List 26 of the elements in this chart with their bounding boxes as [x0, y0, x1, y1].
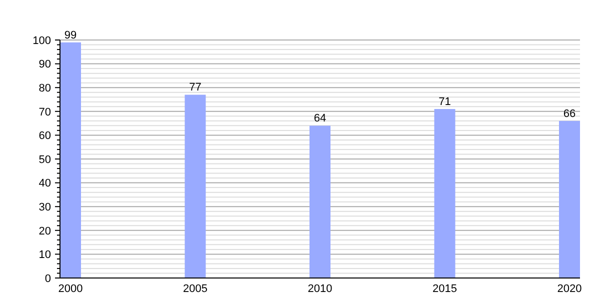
y-tick-label: 60 — [38, 130, 51, 142]
bar — [559, 120, 580, 278]
bar — [60, 42, 81, 278]
x-tick-label: 2010 — [308, 283, 332, 295]
bar — [310, 126, 330, 278]
x-tick-label: 2020 — [557, 283, 582, 295]
y-tick-label: 80 — [38, 82, 51, 94]
bar — [434, 109, 456, 278]
y-tick-label: 40 — [38, 178, 51, 190]
data-label: 99 — [64, 29, 77, 42]
x-tick-label: 2005 — [183, 283, 208, 295]
data-label: 71 — [438, 96, 451, 108]
x-tick-label: 2000 — [58, 283, 83, 295]
y-tick-label: 20 — [38, 225, 51, 238]
y-tick-label: 90 — [38, 58, 51, 71]
data-label: 66 — [563, 108, 576, 120]
x-tick-label: 2015 — [432, 283, 457, 295]
y-tick-label: 70 — [38, 106, 51, 118]
y-tick-label: 100 — [32, 34, 51, 47]
y-tick-label: 50 — [38, 154, 51, 166]
y-tick-label: 10 — [38, 249, 51, 262]
data-label: 77 — [189, 82, 202, 94]
y-tick-label: 30 — [38, 201, 51, 214]
y-tick-label: 0 — [44, 272, 51, 285]
bar — [184, 94, 206, 278]
data-label: 64 — [314, 112, 326, 125]
